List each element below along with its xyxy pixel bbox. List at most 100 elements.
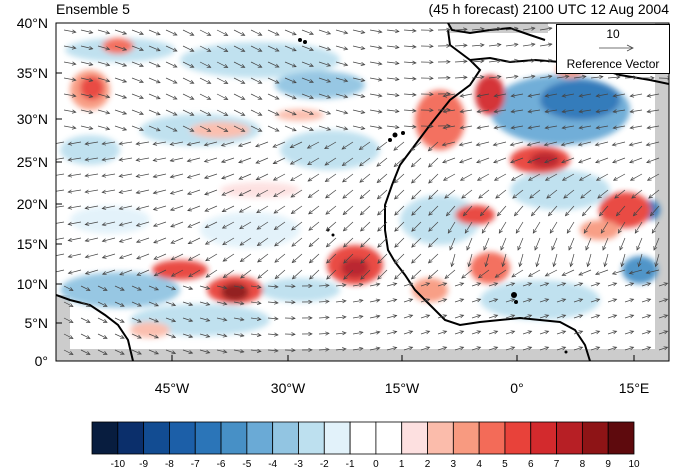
wind-vector [114, 61, 127, 67]
wind-vector-head [306, 144, 312, 149]
wind-vector-head [493, 298, 499, 303]
wind-vector [335, 29, 348, 34]
wind-vector-head [274, 127, 280, 132]
wind-vector [556, 298, 566, 303]
wind-vector [102, 221, 116, 226]
wind-vector-head [342, 315, 347, 320]
colorbar-swatch [143, 421, 170, 455]
wind-vector-head [577, 142, 583, 147]
wind-vector-head [595, 125, 601, 130]
wind-vector-head [172, 47, 178, 52]
wind-vector [539, 346, 549, 351]
wind-vector [56, 253, 65, 257]
wind-vector [403, 282, 413, 287]
wind-vector-head [629, 125, 635, 130]
wind-vector [272, 141, 286, 148]
wind-vector-head [446, 75, 451, 80]
colorbar-swatch [607, 421, 635, 455]
wind-vector-head [442, 93, 448, 98]
wind-vector [68, 269, 82, 274]
wind-vector-head [530, 74, 536, 79]
wind-vector-head [307, 161, 312, 166]
wind-vector [539, 59, 552, 63]
wind-vector-head [152, 223, 158, 228]
wind-vector-head [237, 143, 243, 147]
wind-vector [428, 253, 439, 264]
wind-vector [394, 221, 405, 232]
wind-vector-head [51, 270, 55, 273]
wind-vector [595, 157, 609, 163]
wind-vector-head [135, 141, 141, 146]
wind-vector-head [342, 347, 347, 352]
wind-vector [596, 125, 609, 129]
colorbar-label: 8 [579, 459, 586, 470]
wind-vector-head [578, 314, 584, 319]
wind-vector-head [360, 227, 365, 232]
wind-vector-head [240, 96, 246, 100]
wind-vector [63, 93, 76, 97]
wind-vector [376, 173, 388, 183]
wind-vector-head [291, 316, 296, 321]
wind-vector [131, 333, 142, 339]
wind-vector [369, 125, 382, 129]
wind-vector [80, 125, 93, 130]
wind-vector-head [429, 44, 434, 49]
colorbar-label: -10 [110, 459, 126, 470]
wind-vector [199, 77, 211, 84]
wind-vector-head [561, 125, 567, 130]
wind-vector-head [206, 48, 212, 52]
wind-vector-head [510, 330, 516, 335]
wind-vector-head [360, 125, 366, 130]
wind-vector-head [612, 346, 618, 351]
wind-vector [477, 125, 490, 129]
wind-vector [273, 205, 286, 214]
wind-vector [582, 205, 592, 217]
wind-vector-head [188, 286, 194, 291]
colorbar-label: -4 [268, 459, 278, 470]
wind-vector-head [394, 259, 399, 264]
wind-vector [377, 237, 388, 248]
wind-vector [233, 109, 245, 116]
wind-vector-head [410, 275, 416, 280]
wind-vector-head [561, 272, 567, 276]
wind-vector [301, 125, 314, 131]
wind-vector [493, 141, 507, 146]
wind-vector-head [171, 350, 177, 355]
wind-vector [114, 285, 125, 291]
wind-vector-head [631, 194, 636, 199]
wind-vector-head [342, 210, 348, 216]
wind-vector [536, 253, 541, 267]
wind-vector [343, 221, 354, 232]
wind-vector [352, 109, 365, 114]
wind-vector-head [84, 238, 90, 243]
wind-vector-head [67, 270, 73, 275]
wind-vector-head [637, 262, 642, 268]
wind-vector [595, 269, 609, 275]
wind-vector [136, 141, 150, 145]
wind-vector [250, 333, 261, 336]
wind-vector-head [483, 245, 488, 251]
wind-vector [463, 205, 473, 217]
wind-vector-head [561, 109, 567, 114]
wind-vector [221, 173, 235, 179]
wind-vector-head [118, 173, 124, 178]
colorbar-swatch [91, 421, 119, 455]
wind-vector [165, 317, 176, 322]
wind-vector-head [510, 282, 516, 287]
wind-vector-head [447, 229, 452, 234]
wind-vector-head [139, 95, 144, 100]
wind-vector-head [663, 298, 669, 303]
wind-vector-head [122, 110, 128, 115]
wind-vector-head [102, 319, 108, 323]
wind-vector-head [442, 159, 447, 164]
lon-label-30w: 30°W [270, 380, 306, 396]
wind-vector-head [544, 93, 550, 98]
wind-vector-head [139, 79, 144, 84]
wind-vector-head [646, 159, 651, 164]
wind-vector [119, 237, 133, 243]
wind-vector [437, 282, 447, 287]
wind-vector-head [442, 282, 448, 287]
wind-vector-head [459, 282, 465, 287]
wind-vector [613, 109, 626, 113]
wind-vector [97, 317, 108, 323]
